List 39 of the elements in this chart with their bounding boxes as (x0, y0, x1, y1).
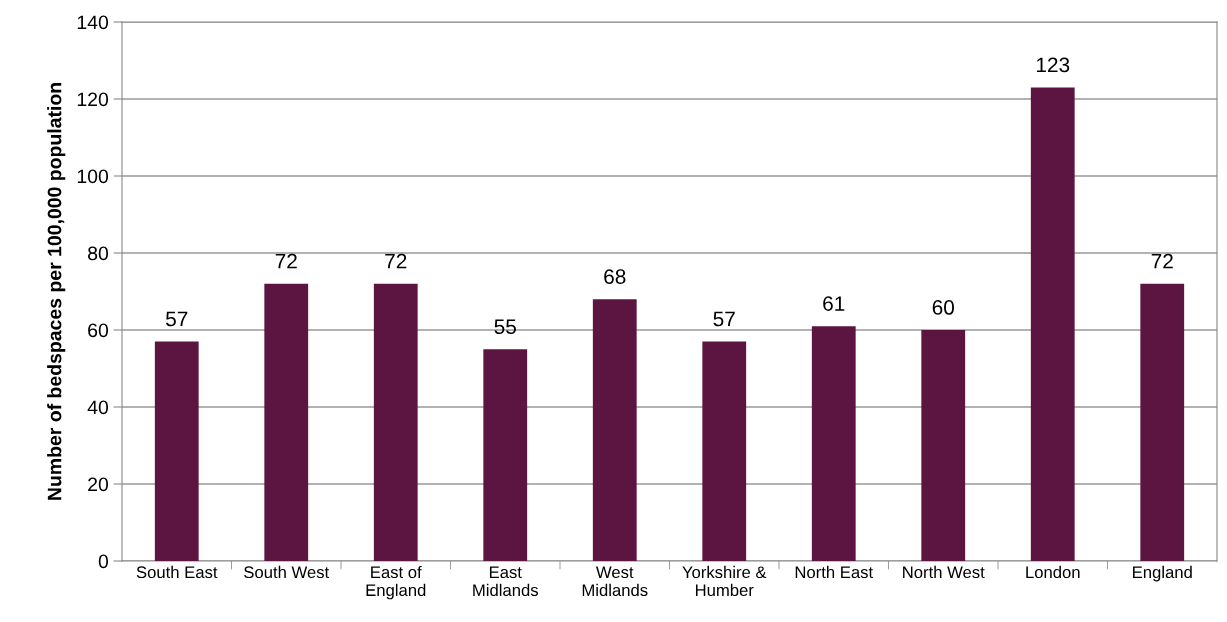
x-tick-label: North East (795, 565, 873, 579)
y-tick-label: 40 (87, 400, 109, 415)
y-tick-label: 20 (88, 477, 109, 492)
x-tick-label: England (1133, 565, 1192, 582)
data-label: 72 (275, 253, 297, 269)
y-tick-label: 100 (77, 169, 109, 184)
bar (702, 341, 747, 561)
data-label: 72 (385, 253, 407, 269)
data-label: 72 (1151, 253, 1173, 269)
bar (592, 299, 637, 561)
bar (921, 330, 966, 561)
data-label: 57 (713, 311, 735, 327)
y-axis-title: Number of bedspaces per 100,000 population (47, 83, 66, 500)
bar (483, 349, 528, 561)
x-tick-label: London (1026, 565, 1080, 579)
x-tick-label: South West (244, 565, 330, 579)
x-tick-label: East Midlands (473, 566, 538, 597)
data-label: 61 (823, 296, 845, 311)
data-label: 57 (166, 311, 188, 327)
y-tick-label: 80 (88, 246, 109, 261)
bar (154, 341, 199, 561)
y-tick-label: 120 (77, 92, 109, 107)
x-tick-label: West Midlands (582, 566, 648, 597)
bar (373, 283, 418, 561)
x-tick-label: East of England (366, 565, 426, 600)
x-tick-label: North West (903, 565, 985, 579)
bar (1140, 283, 1185, 561)
bar (264, 283, 309, 561)
x-tick-label: Yorkshire & Humber (682, 565, 767, 597)
y-tick-label: 0 (98, 554, 109, 569)
y-tick-label: 60 (88, 323, 109, 338)
y-tick-label: 140 (77, 15, 109, 30)
data-label: 68 (604, 269, 626, 284)
data-label: 60 (932, 300, 955, 315)
bar (1030, 87, 1075, 561)
data-label: 55 (494, 319, 516, 335)
data-label: 123 (1036, 57, 1070, 73)
x-tick-label: South East (136, 565, 218, 579)
bar (811, 326, 856, 561)
